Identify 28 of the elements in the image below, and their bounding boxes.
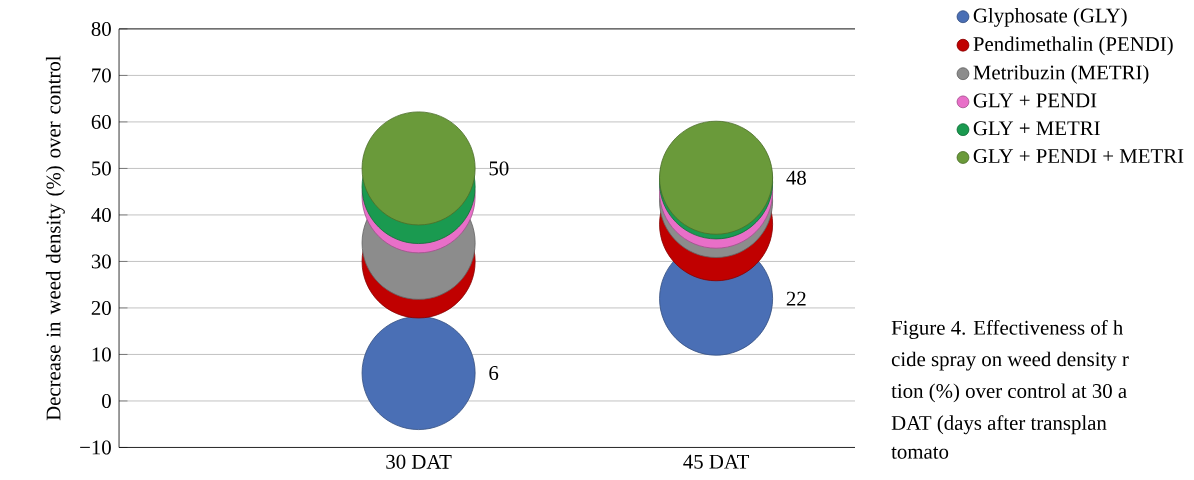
y-tick-label: 0	[102, 393, 111, 408]
text: DAT (days after transplan	[891, 415, 1107, 435]
legend-label: Metribuzin (METRI)	[973, 64, 1149, 84]
legend-label: Glyphosate (GLY)	[973, 7, 1127, 27]
y-tick-label: 10	[92, 347, 111, 362]
legend-label: GLY + PENDI + METRI	[973, 148, 1184, 163]
data-label: 50	[489, 161, 509, 176]
text: cide spray on weed density r	[891, 351, 1129, 371]
y-tick-label: 70	[92, 68, 111, 83]
y-tick-label: −10	[80, 440, 111, 455]
text: tion (%) over control at 30 a	[891, 383, 1127, 403]
x-tick-label: 30 DAT	[386, 454, 452, 469]
y-tick-label: 30	[91, 254, 111, 269]
legend-label: GLY + METRI	[973, 121, 1100, 136]
data-label: 48	[786, 170, 806, 185]
x-tick-label: 45 DAT	[683, 454, 750, 469]
y-tick-label: 80	[91, 21, 111, 36]
data-label: 6	[489, 365, 499, 380]
y-axis-title: Decrease in weed density (%) over control	[45, 55, 65, 421]
data-label: 22	[786, 291, 806, 306]
caption: Figure 4. Effectiveness of h	[891, 319, 1123, 339]
legend-label: Pendimethalin (PENDI)	[973, 36, 1173, 56]
y-tick-label: 40	[91, 207, 111, 222]
text: tomato	[891, 446, 949, 459]
y-tick-label: 20	[91, 300, 111, 315]
y-tick-label: 50	[92, 161, 111, 176]
y-tick-label: 60	[91, 114, 111, 129]
legend-label: GLY + PENDI	[973, 93, 1097, 108]
